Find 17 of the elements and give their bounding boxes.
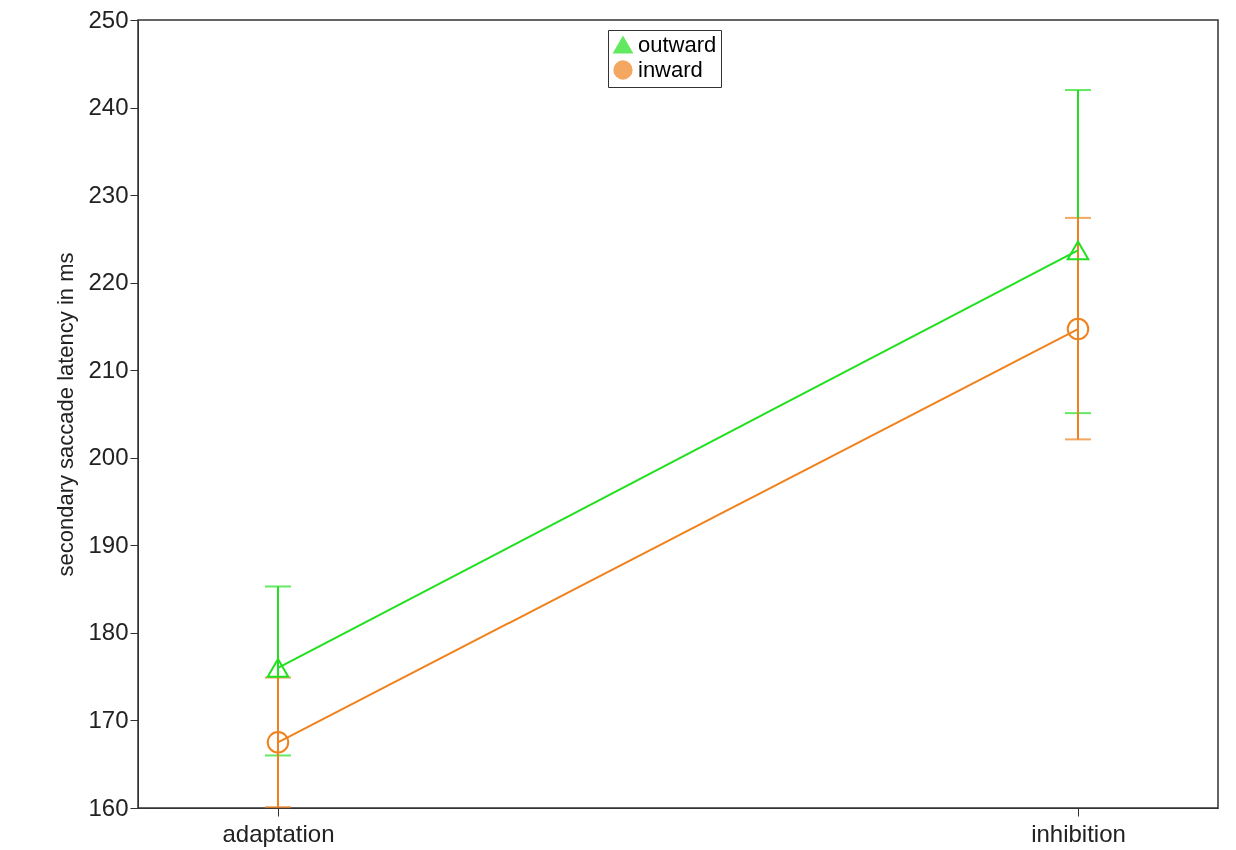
y-tick-label: 250 <box>88 5 129 33</box>
y-tick-label: 190 <box>88 530 129 558</box>
y-tick-label: 220 <box>88 268 129 296</box>
y-tick-label: 180 <box>88 618 129 646</box>
point <box>266 731 290 754</box>
x-tick-label: inhibition <box>1031 819 1126 847</box>
x-tick-label: adaptation <box>222 819 335 847</box>
y-tick-label: 210 <box>88 355 129 383</box>
legend-label: inward <box>638 57 703 82</box>
point <box>1066 317 1090 341</box>
y-axis-title: secondary saccade latency in ms <box>53 252 79 577</box>
y-tick-label: 160 <box>88 793 129 821</box>
y-tick-label: 230 <box>88 180 129 208</box>
y-tick-label: 240 <box>88 93 129 121</box>
y-tick-label: 200 <box>88 443 129 471</box>
legend-label: outward <box>638 32 717 57</box>
y-tick-label: 170 <box>88 705 129 733</box>
